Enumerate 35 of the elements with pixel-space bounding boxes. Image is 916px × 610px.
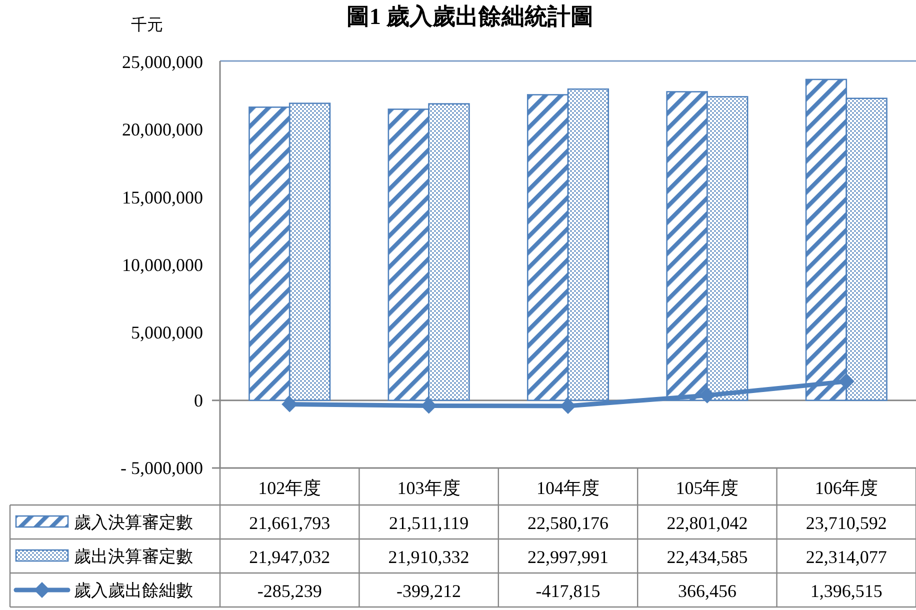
x-tick-label: 104年度 [536,478,600,498]
data-label: 22,997,991 [528,547,608,567]
data-label: 1,396,515 [810,581,882,601]
chart-title: 圖1 歲入歲出餘絀統計圖 [346,4,594,29]
data-label: -399,212 [396,581,462,601]
data-label: -285,239 [257,581,322,601]
y-tick-label: - 5,000,000 [120,458,203,478]
y-tick-label: 10,000,000 [122,255,203,275]
x-tick-label: 103年度 [397,478,460,498]
legend-label: 歲入決算審定數 [74,513,193,532]
data-label: 21,910,332 [388,547,470,567]
x-tick-label: 102年度 [258,478,322,498]
data-label: 22,314,077 [806,547,887,567]
y-tick-label: 0 [194,390,203,410]
data-label: -417,815 [536,581,600,601]
data-label: 21,947,032 [249,547,330,567]
y-tick-label: 25,000,000 [122,52,203,72]
data-label: 21,511,119 [388,513,469,533]
data-label: 23,710,592 [806,513,887,533]
data-label: 22,580,176 [528,513,608,533]
data-label: 22,434,585 [666,547,748,567]
y-tick-label: 5,000,000 [131,322,203,343]
y-axis-title: 千元 [131,16,163,34]
data-label: 22,801,042 [666,513,748,533]
point [282,396,298,412]
y-tick-label: 20,000,000 [122,120,203,140]
x-tick-label: 105年度 [676,478,739,498]
data-label: 21,661,793 [249,513,330,533]
y-tick-label: 15,000,000 [122,187,203,208]
x-tick-label: 106年度 [814,478,878,498]
legend-label: 歲出決算審定數 [74,547,193,566]
legend-label: 歲入歲出餘絀數 [74,581,193,600]
point [560,398,576,414]
point [838,373,854,390]
data-label: 366,456 [678,581,736,601]
